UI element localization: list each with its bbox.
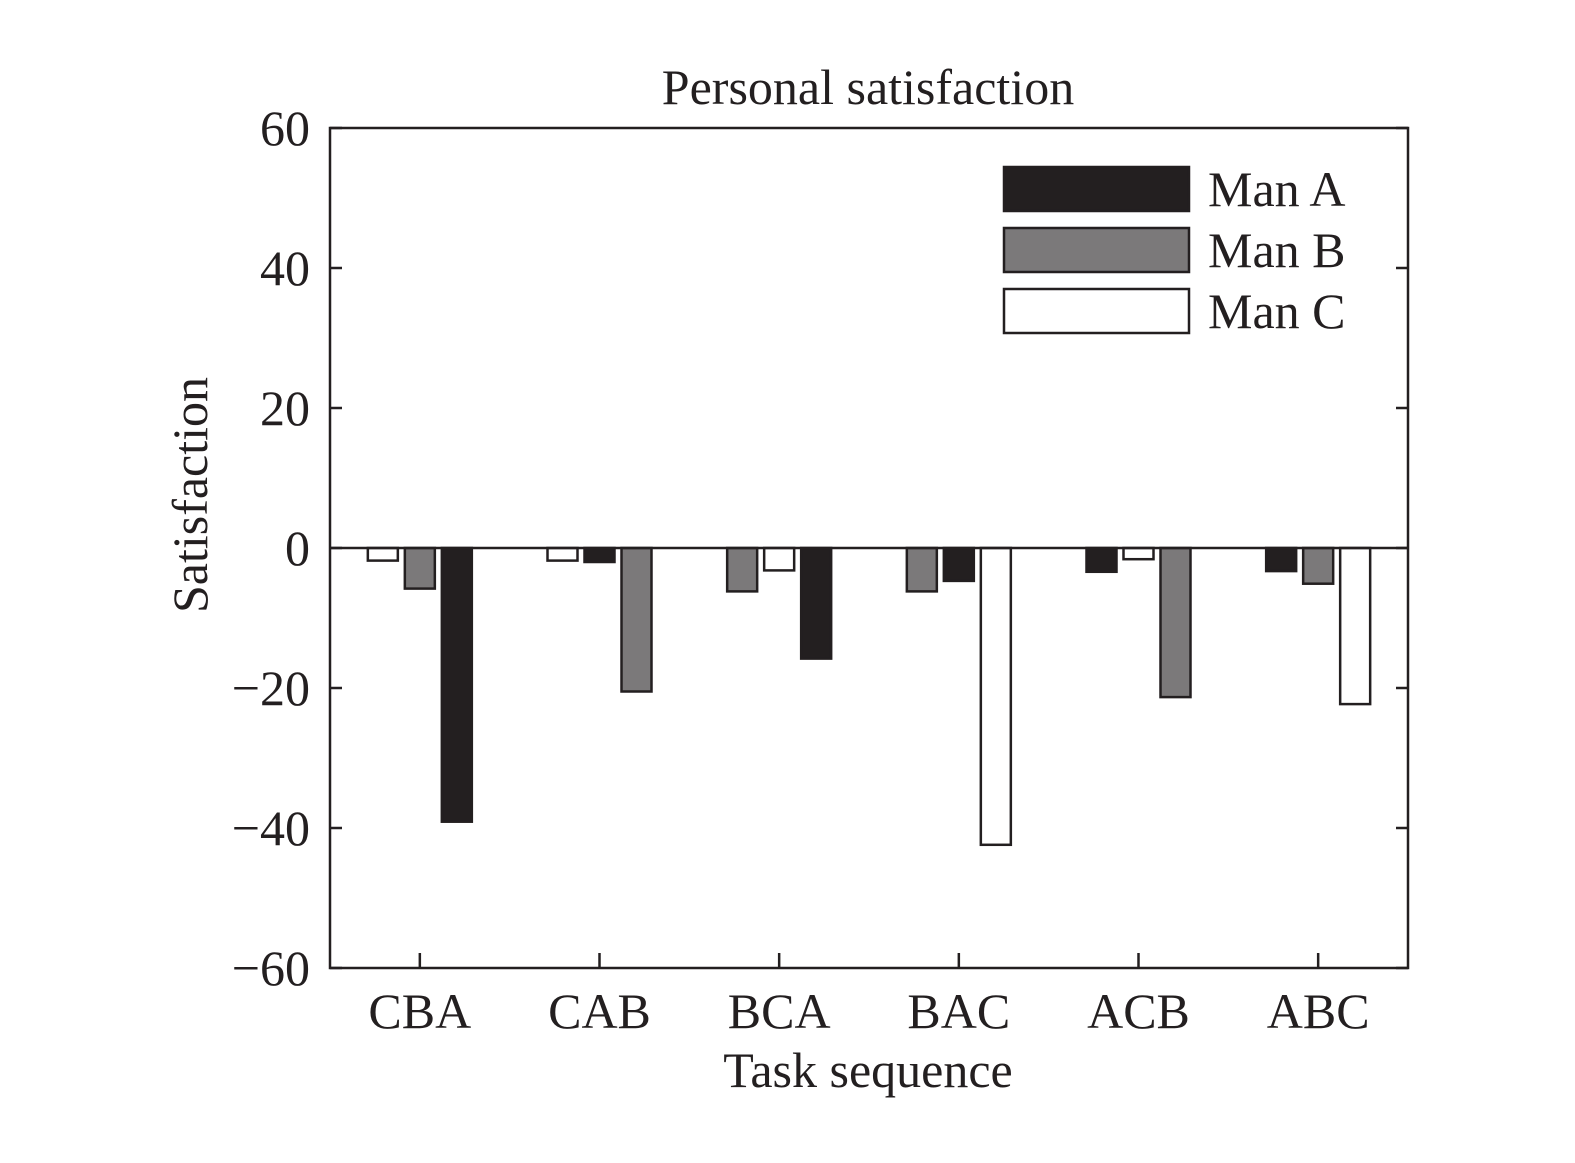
x-tick-label-cab: CAB	[548, 983, 651, 1039]
chart-title: Personal satisfaction	[662, 59, 1074, 115]
bars-layer	[366, 546, 1372, 847]
bar-man-b-cba	[403, 546, 437, 590]
bar-man-a-acb	[1085, 546, 1118, 574]
legend-swatch-man-c	[1002, 287, 1191, 335]
y-tick-label: 0	[285, 520, 310, 576]
x-tick-label-abc: ABC	[1267, 983, 1370, 1039]
bar-man-b-cab	[620, 546, 653, 693]
y-tick-label: −20	[232, 660, 310, 716]
axes-layer: 60 40 20 0 −20 −40 −60 CBA CAB BCA BAC ACB ABC	[232, 100, 1410, 1039]
legend-label-man-c: Man C	[1208, 283, 1346, 339]
bar-man-c-cab	[546, 546, 579, 562]
y-axis-label: Satisfaction	[162, 377, 218, 613]
bar-man-c-bac	[979, 546, 1013, 847]
x-tick-label-cba: CBA	[368, 983, 471, 1039]
x-tick-label-bca: BCA	[728, 983, 831, 1039]
bar-man-a-cba	[440, 546, 474, 823]
bar-man-b-bac	[905, 546, 939, 593]
bar-man-a-bac	[942, 546, 976, 583]
bar-man-b-acb	[1159, 546, 1192, 699]
y-tick-label: 60	[260, 100, 310, 156]
bar-man-c-acb	[1122, 546, 1155, 561]
y-tick-label: 40	[260, 240, 310, 296]
bar-man-a-cab	[583, 546, 616, 564]
legend-swatch-man-b	[1002, 226, 1191, 274]
y-tick-label: −40	[232, 800, 310, 856]
legend-label-man-b: Man B	[1208, 222, 1346, 278]
y-tick-label: 20	[260, 380, 310, 436]
x-tick-label-bac: BAC	[907, 983, 1010, 1039]
bar-man-c-cba	[366, 546, 400, 562]
x-axis-label: Task sequence	[723, 1042, 1012, 1098]
legend-label-man-a: Man A	[1208, 161, 1346, 217]
bar-man-a-bca	[799, 546, 833, 660]
bar-man-c-abc	[1338, 546, 1372, 706]
y-tick-label: −60	[232, 940, 310, 996]
x-tick-label-acb: ACB	[1087, 983, 1190, 1039]
bar-man-b-bca	[725, 546, 759, 593]
bar-man-a-abc	[1264, 546, 1298, 573]
bar-man-b-abc	[1301, 546, 1335, 585]
legend-swatch-man-a	[1002, 165, 1191, 213]
bar-man-c-bca	[762, 546, 796, 572]
